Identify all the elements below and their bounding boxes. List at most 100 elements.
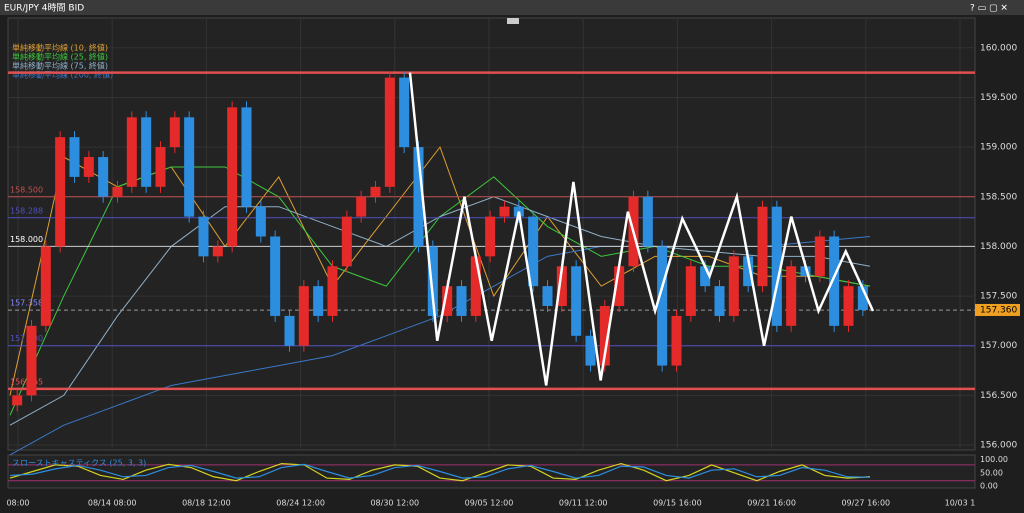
candle	[470, 256, 481, 316]
candle	[771, 206, 782, 326]
candle	[55, 137, 66, 247]
x-tick-label: 08/30 12:00	[370, 499, 419, 508]
candle	[227, 107, 238, 247]
level-label: 157.358	[10, 299, 43, 308]
stoch-line	[9, 462, 871, 482]
candle	[542, 286, 553, 306]
x-tick-label: 09/11 12:00	[559, 499, 608, 508]
candle	[442, 286, 453, 316]
candle	[141, 117, 152, 187]
candle	[413, 147, 424, 247]
candle	[427, 246, 438, 316]
x-tick-label: 09/05 12:00	[465, 499, 514, 508]
candle	[255, 206, 266, 237]
moving-average	[9, 196, 871, 426]
last-price-label: 157.360	[980, 305, 1017, 315]
y-tick-label: 158.000	[980, 242, 1017, 252]
stoch-tick-label: 50.00	[980, 468, 1003, 477]
candle	[571, 266, 582, 336]
sub-plot-area	[7, 454, 976, 489]
candle	[370, 186, 381, 197]
candle	[69, 137, 80, 177]
candle	[800, 266, 811, 277]
level-label: 158.500	[10, 185, 43, 194]
x-tick-label: 10/03 1	[945, 499, 976, 508]
zigzag-line	[408, 72, 875, 386]
candle	[657, 246, 668, 366]
candle	[743, 256, 754, 287]
candle	[341, 216, 352, 267]
candle	[284, 315, 295, 346]
level-label: 158.288	[10, 206, 43, 215]
candle	[356, 196, 367, 217]
candle	[98, 157, 109, 197]
x-tick-label: 08/14 08:00	[88, 499, 137, 508]
title-bar	[0, 0, 1024, 15]
candle	[499, 206, 510, 217]
candle	[241, 107, 252, 207]
candle	[814, 236, 825, 277]
candle	[184, 117, 195, 217]
candle	[40, 246, 51, 326]
x-tick-label: 09/27 16:00	[841, 499, 890, 508]
candle	[270, 236, 281, 316]
candle	[786, 266, 797, 326]
stoch-name: スローストキャスティクス (25, 3, 3)	[12, 459, 146, 468]
stoch-tick-label: 100.00	[980, 455, 1008, 464]
level-label: 158.000	[10, 235, 43, 244]
candle	[83, 157, 94, 177]
candle	[26, 325, 37, 396]
candle	[585, 335, 596, 366]
candle	[857, 286, 868, 310]
y-tick-label: 157.000	[980, 341, 1017, 351]
candle	[829, 236, 840, 326]
candle	[126, 117, 137, 187]
stoch-tick-label: 0.00	[980, 482, 998, 491]
candle	[198, 216, 209, 257]
x-tick-label: 08:00	[6, 499, 29, 508]
legend-entry: 単純移動平均線 (200, 終値)	[12, 70, 113, 80]
x-tick-label: 09/15 16:00	[653, 499, 702, 508]
candle	[700, 266, 711, 287]
candle	[313, 286, 324, 316]
legend-entry: 単純移動平均線 (10, 終値)	[12, 43, 108, 53]
candle	[728, 256, 739, 316]
x-tick-label: 08/24 12:00	[276, 499, 325, 508]
x-tick-label: 08/18 12:00	[182, 499, 231, 508]
y-tick-label: 160.000	[980, 43, 1017, 53]
y-tick-label: 159.000	[980, 143, 1017, 153]
y-tick-label: 159.500	[980, 93, 1017, 103]
y-tick-label: 156.000	[980, 441, 1017, 451]
candle	[642, 196, 653, 247]
candle	[599, 306, 610, 366]
candle	[298, 286, 309, 346]
candle	[212, 246, 223, 257]
candle	[384, 77, 395, 187]
candle	[169, 117, 180, 148]
candle	[327, 266, 338, 316]
legend-entry: 単純移動平均線 (75, 終値)	[12, 61, 108, 71]
candle	[757, 206, 768, 287]
candle	[155, 147, 166, 187]
candle	[843, 286, 854, 326]
y-tick-label: 156.500	[980, 391, 1017, 401]
candle	[485, 216, 496, 257]
chart-title: EUR/JPY 4時間 BID	[4, 3, 84, 14]
legend-entry: 単純移動平均線 (25, 終値)	[12, 52, 108, 62]
candle	[614, 266, 625, 306]
candle	[112, 186, 123, 197]
candle	[399, 77, 410, 148]
candle	[456, 286, 467, 316]
x-tick-label: 09/21 16:00	[747, 499, 796, 508]
candle	[671, 315, 682, 366]
last-price-tag	[975, 303, 1020, 316]
window-buttons-icons[interactable]: ? ▭ ▢ ✕	[970, 4, 1008, 14]
collapse-handle[interactable]	[507, 18, 519, 24]
candle	[685, 266, 696, 316]
y-tick-label: 158.500	[980, 192, 1017, 202]
y-tick-label: 157.500	[980, 292, 1017, 302]
candle	[528, 216, 539, 287]
stoch-line	[9, 463, 871, 479]
